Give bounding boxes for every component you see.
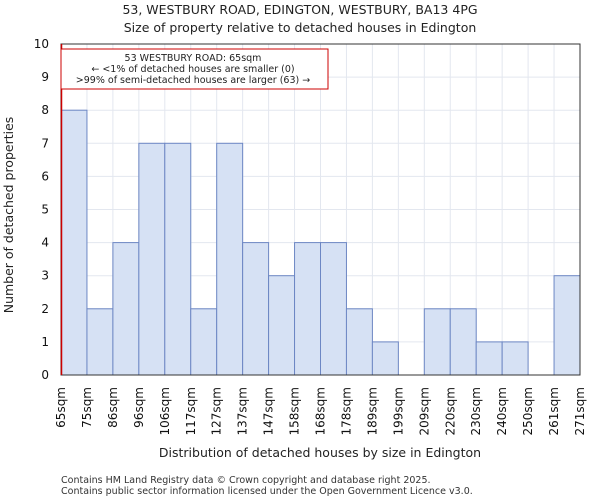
y-tick-label: 1 (41, 335, 49, 349)
y-tick-label: 9 (41, 70, 49, 84)
y-tick-label: 10 (34, 37, 49, 51)
x-tick-label: 178sqm (339, 387, 353, 435)
y-tick-label: 7 (41, 136, 49, 150)
x-axis-label: Distribution of detached houses by size … (159, 445, 481, 460)
histogram-bar (242, 242, 270, 376)
x-tick-labels: 65sqm 75sqm 86sqm 96sqm 106sqm 117sqm 127sqm 13… (54, 387, 587, 435)
annotation-line-3: >99% of semi-detached houses are larger … (76, 75, 310, 86)
x-tick-label: 65sqm (54, 387, 68, 428)
x-tick-label: 199sqm (391, 387, 405, 435)
annotation-frame (60, 48, 329, 90)
histogram-bar (138, 142, 166, 376)
histogram-bar (190, 308, 218, 376)
histogram-bar (86, 308, 114, 376)
histogram-bar (164, 142, 192, 376)
chart-title: 53, WESTBURY ROAD, EDINGTON, WESTBURY, B… (122, 2, 477, 17)
x-tick-label: 209sqm (417, 387, 431, 435)
annotation-box: 53 WESTBURY ROAD: 65sqm ← <1% of detache… (60, 48, 329, 90)
x-tick-label: 230sqm (469, 387, 483, 435)
x-tick-label: 147sqm (262, 387, 276, 435)
x-tick-label: 106sqm (158, 387, 172, 435)
bars (60, 109, 581, 376)
histogram-bar (501, 341, 529, 376)
histogram-bar (553, 275, 581, 376)
x-tick-label: 96sqm (132, 387, 146, 428)
footer-line-2: Contains public sector information licen… (61, 486, 473, 497)
y-tick-label: 4 (41, 236, 49, 250)
y-tick-labels: 0 1 2 3 4 5 6 7 8 9 10 (34, 37, 49, 382)
histogram-bar (216, 142, 244, 376)
x-tick-label: 240sqm (495, 387, 509, 435)
histogram-bar (423, 308, 451, 376)
x-tick-label: 168sqm (314, 387, 328, 435)
footer-line-1: Contains HM Land Registry data © Crown c… (61, 475, 431, 486)
x-tick-label: 220sqm (443, 387, 457, 435)
chart-subtitle: Size of property relative to detached ho… (124, 20, 477, 35)
y-axis-label: Number of detached properties (1, 117, 16, 314)
x-tick-label: 137sqm (236, 387, 250, 435)
histogram-bar (371, 341, 399, 376)
histogram-bar (294, 242, 321, 376)
histogram-bar (320, 242, 347, 376)
x-tick-label: 261sqm (547, 387, 561, 435)
x-tick-label: 86sqm (106, 387, 120, 428)
x-tick-label: 127sqm (210, 387, 224, 435)
y-tick-label: 3 (41, 269, 49, 283)
histogram-bar (60, 109, 88, 376)
x-tick-label: 189sqm (365, 387, 379, 435)
annotation-line-2: ← <1% of detached houses are smaller (0) (91, 64, 294, 75)
histogram-bar (449, 308, 477, 376)
annotation-line-1: 53 WESTBURY ROAD: 65sqm (125, 53, 262, 64)
y-tick-label: 2 (41, 302, 49, 316)
histogram-bar (475, 341, 503, 376)
y-tick-label: 0 (41, 368, 49, 382)
x-tick-label: 271sqm (573, 387, 587, 435)
histogram-bar (345, 308, 373, 376)
y-tick-label: 5 (41, 203, 49, 217)
histogram-bar (268, 275, 296, 376)
y-tick-label: 6 (41, 169, 49, 183)
y-tick-label: 8 (41, 103, 49, 117)
x-tick-label: 117sqm (184, 387, 198, 435)
x-tick-label: 75sqm (80, 387, 94, 428)
x-tick-label: 250sqm (521, 387, 535, 435)
histogram-bar (112, 242, 140, 376)
x-tick-label: 158sqm (288, 387, 302, 435)
